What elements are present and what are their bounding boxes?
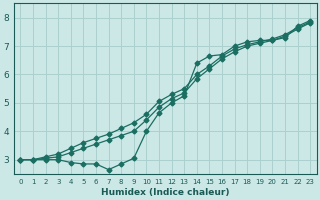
X-axis label: Humidex (Indice chaleur): Humidex (Indice chaleur): [101, 188, 229, 197]
